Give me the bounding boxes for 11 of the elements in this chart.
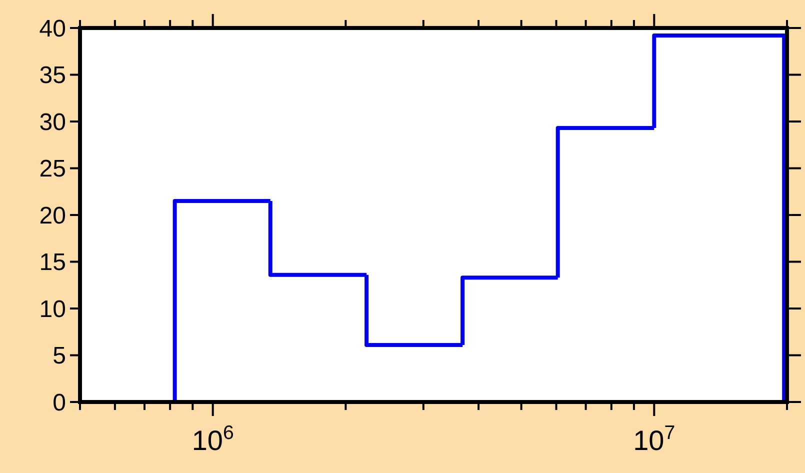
y-tick-label: 35 bbox=[39, 62, 66, 90]
y-tick-label: 25 bbox=[39, 156, 66, 183]
x-tick-label: 10$^{6}$ bbox=[192, 422, 234, 456]
y-tick-label: 0 bbox=[52, 389, 66, 416]
y-tick-label: 20 bbox=[39, 202, 66, 230]
y-tick-label: 10 bbox=[39, 296, 66, 323]
y-tick-label: 15 bbox=[39, 249, 66, 276]
x-tick-label: 10$^{7}$ bbox=[633, 422, 676, 456]
y-tick-label: 40 bbox=[39, 15, 66, 42]
y-tick-label: 5 bbox=[52, 342, 66, 370]
y-tick-label: 30 bbox=[39, 108, 66, 136]
